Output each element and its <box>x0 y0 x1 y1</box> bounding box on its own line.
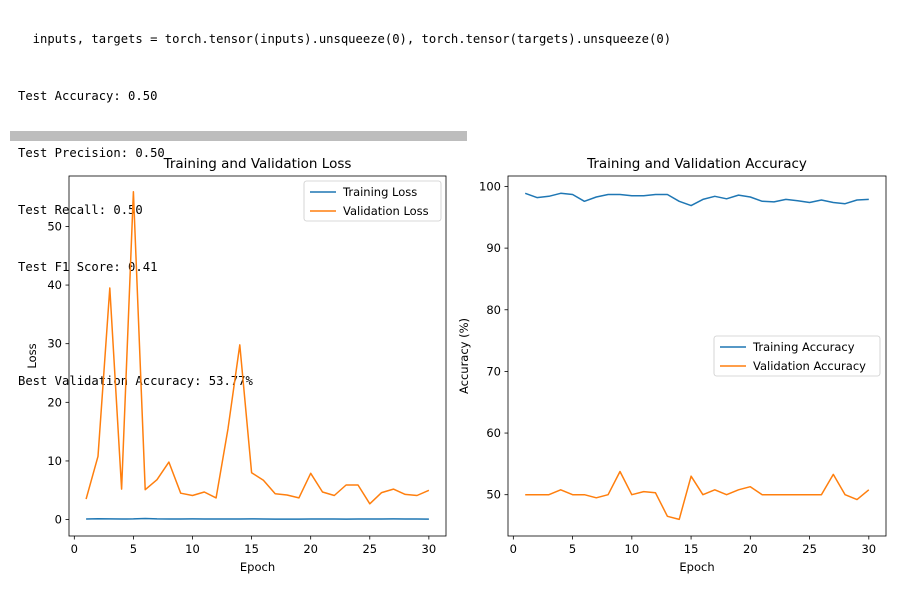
accuracy-y-tick-label: 50 <box>486 488 501 502</box>
loss-x-tick-label: 0 <box>71 542 78 556</box>
test-accuracy-line: Test Accuracy: 0.50 <box>18 89 158 103</box>
loss-y-tick-label: 10 <box>47 454 62 468</box>
loss-series-line-validation <box>85 191 430 505</box>
loss-x-tick-label: 25 <box>362 542 377 556</box>
accuracy-legend-label-training: Training Accuracy <box>752 340 855 354</box>
accuracy-x-tick-label: 10 <box>625 542 640 556</box>
accuracy-y-tick-label: 80 <box>486 303 501 317</box>
accuracy-x-tick-label: 20 <box>743 542 758 556</box>
loss-legend-label-training: Training Loss <box>342 185 417 199</box>
loss-y-tick-label: 40 <box>47 278 62 292</box>
loss-x-tick-label: 5 <box>130 542 137 556</box>
accuracy-y-tick-label: 100 <box>479 179 501 193</box>
accuracy-y-tick-label: 90 <box>486 241 501 255</box>
accuracy-chart: 0 5 10 15 20 25 30 50 60 70 80 90 100 Training and Va… <box>457 156 887 574</box>
test-recall-line: Test Recall: 0.50 <box>18 203 143 217</box>
accuracy-x-tick-label: 30 <box>861 542 876 556</box>
loss-legend-label-validation: Validation Loss <box>343 204 429 218</box>
accuracy-chart-title: Training and Validation Accuracy <box>586 156 807 172</box>
accuracy-legend-label-validation: Validation Accuracy <box>753 359 866 373</box>
loss-y-axis-label: Loss <box>25 343 39 368</box>
loss-x-tick-label: 30 <box>422 542 437 556</box>
loss-x-tick-label: 15 <box>244 542 259 556</box>
test-f1-line: Test F1 Score: 0.41 <box>18 260 158 274</box>
accuracy-y-axis-label: Accuracy (%) <box>457 318 471 394</box>
console-output: inputs, targets = torch.tensor(inputs).u… <box>18 0 671 410</box>
output-progress-bar <box>10 131 467 141</box>
accuracy-x-tick-label: 15 <box>684 542 699 556</box>
loss-x-tick-label: 20 <box>303 542 318 556</box>
loss-y-tick-label: 30 <box>47 337 62 351</box>
accuracy-x-axis-label: Epoch <box>679 560 714 574</box>
accuracy-x-tick-label: 0 <box>510 542 517 556</box>
loss-axes-frame <box>68 175 447 537</box>
loss-x-tick-label: 10 <box>185 542 200 556</box>
accuracy-x-tick-label: 25 <box>802 542 817 556</box>
test-precision-line: Test Precision: 0.50 <box>18 146 165 160</box>
loss-series-line-training <box>86 517 429 520</box>
accuracy-y-tick-label: 60 <box>486 426 501 440</box>
output-progress-fill <box>10 131 467 141</box>
best-validation-accuracy-line: Best Validation Accuracy: 53.77% <box>18 374 253 388</box>
accuracy-series-line-training <box>524 192 869 207</box>
loss-x-axis-label: Epoch <box>240 560 275 574</box>
loss-y-tick-label: 0 <box>55 513 62 527</box>
loss-legend-box <box>303 180 442 222</box>
accuracy-series-line-validation <box>525 470 870 521</box>
accuracy-axes-frame <box>507 175 887 537</box>
loss-chart: 0 5 10 15 20 25 30 0 10 20 30 40 50 Training and Vali… <box>25 156 447 574</box>
accuracy-legend-box <box>713 335 881 377</box>
accuracy-y-tick-label: 70 <box>486 364 501 378</box>
console-warning-line: inputs, targets = torch.tensor(inputs).u… <box>18 32 672 46</box>
loss-chart-title: Training and Validation Loss <box>163 156 352 172</box>
accuracy-x-tick-label: 5 <box>569 542 576 556</box>
loss-y-tick-label: 20 <box>47 395 62 409</box>
loss-y-tick-label: 50 <box>47 219 62 233</box>
